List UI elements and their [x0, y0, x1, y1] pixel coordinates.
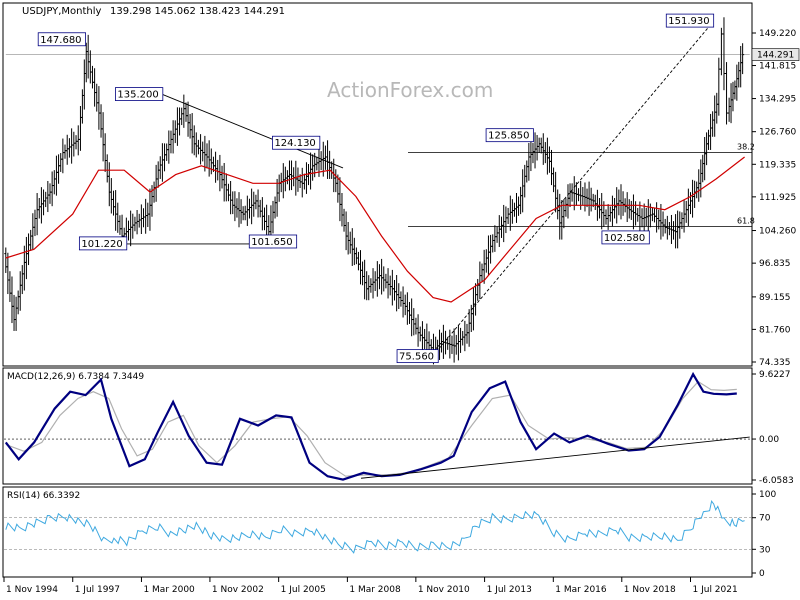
time-axis-label: 1 Mar 2000 — [143, 585, 195, 595]
rsi-axis-label: 30 — [759, 545, 771, 555]
price-label-box — [37, 32, 86, 47]
time-axis: 1 Nov 1994 1 Jul 1997 1 Mar 2000 1 Nov 2002… — [3, 577, 738, 595]
time-axis-label: 1 Jul 2021 — [693, 585, 738, 595]
macd-panel-frame — [2, 367, 753, 485]
time-axis-label: 1 Nov 2018 — [624, 585, 676, 595]
time-axis-label: 1 Jul 2013 — [487, 585, 532, 595]
macd-axis-label: -6.0583 — [759, 476, 794, 486]
fib-level-label: 38.2 — [737, 143, 755, 152]
macd-panel: MACD(12,26,9) 6.7384 7.3449 9.6227 0.00 -6… — [2, 367, 794, 486]
price-axis-label: 74.335 — [759, 358, 791, 368]
price-label-text: 101.650 — [251, 237, 292, 248]
rsi-panel: RSI(14) 66.3392 100 70 30 0 — [2, 486, 776, 579]
time-axis-label: 1 Mar 2008 — [349, 585, 401, 595]
price-label-box — [396, 349, 439, 364]
price-axis-label: 96.835 — [759, 259, 791, 269]
time-axis-label: 1 Nov 2010 — [418, 585, 470, 595]
rsi-axis-label: 100 — [759, 490, 776, 500]
price-label: 124.130 — [272, 135, 321, 150]
price-label-text: 124.130 — [274, 138, 315, 149]
price-axis-label: 89.155 — [759, 293, 791, 303]
rsi-title: RSI(14) 66.3392 — [7, 491, 80, 501]
price-label-box — [248, 234, 298, 249]
price-axis-label: 134.295 — [759, 95, 796, 105]
price-panel: USDJPY,Monthly 139.298 145.062 138.423 1… — [2, 2, 800, 368]
macd-line — [4, 371, 737, 481]
price-label-text: 125.850 — [488, 131, 529, 142]
last-price-label: 144.291 — [757, 51, 794, 61]
watermark: ActionForex.com — [327, 78, 493, 102]
price-label-text: 101.220 — [81, 239, 122, 250]
price-label: 147.680 — [37, 32, 86, 47]
moving-average-line — [5, 156, 745, 303]
price-label: 101.650 — [248, 234, 298, 249]
price-label-box — [601, 230, 650, 245]
price-axis-label: 81.760 — [759, 325, 791, 335]
price-label: 135.200 — [115, 87, 164, 101]
price-axis-label: 104.260 — [759, 227, 796, 237]
rsi-axis-label: 0 — [759, 569, 765, 579]
chart-header-ohlc: 139.298 145.062 138.423 144.291 — [110, 6, 285, 17]
time-axis-label: 1 Nov 1994 — [6, 585, 58, 595]
price-axis-label: 141.815 — [759, 62, 796, 72]
price-label-box — [115, 87, 164, 101]
price-axis-label: 149.220 — [759, 29, 796, 39]
price-label: 125.850 — [485, 128, 534, 143]
fib-level-label: 61.8 — [737, 216, 755, 225]
price-label: 75.560 — [396, 349, 439, 364]
rsi-line — [5, 500, 745, 554]
macd-trendline — [360, 436, 750, 479]
price-label-text: 135.200 — [117, 90, 158, 101]
last-price-box — [751, 48, 800, 61]
macd-axis-label: 0.00 — [759, 435, 779, 445]
price-label-text: 75.560 — [399, 352, 434, 363]
price-panel-frame — [2, 2, 753, 367]
time-axis-label: 1 Jul 1997 — [75, 585, 120, 595]
price-label-text: 102.580 — [604, 233, 645, 244]
price-axis-label: 111.925 — [759, 193, 796, 203]
macd-axis-label: 9.6227 — [759, 370, 791, 380]
chart-header-symbol: USDJPY,Monthly — [22, 6, 102, 17]
price-axis-label: 119.335 — [759, 160, 796, 170]
time-axis-label: 1 Jul 2005 — [281, 585, 326, 595]
price-label: 102.580 — [601, 230, 650, 245]
time-axis-label: 1 Mar 2016 — [555, 585, 607, 595]
price-label-box — [485, 128, 534, 143]
price-label-box — [272, 135, 321, 150]
macd-title: MACD(12,26,9) 6.7384 7.3449 — [7, 372, 144, 382]
price-label-box — [78, 236, 128, 251]
price-label: 101.220 — [78, 236, 128, 251]
price-axis-label: 126.760 — [759, 128, 796, 138]
price-label-box — [665, 13, 715, 28]
rsi-axis-label: 70 — [759, 514, 771, 524]
price-label: 151.930 — [665, 13, 715, 28]
price-label-text: 151.930 — [668, 16, 709, 27]
rsi-panel-frame — [2, 486, 753, 578]
time-axis-label: 1 Nov 2002 — [212, 585, 264, 595]
price-label-text: 147.680 — [40, 35, 81, 46]
